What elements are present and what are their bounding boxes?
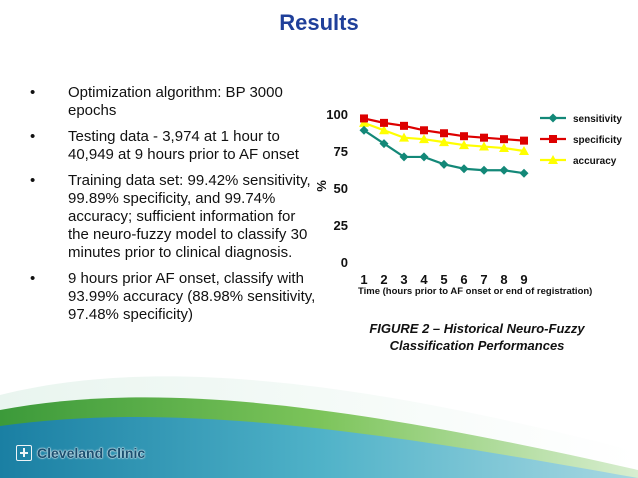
y-tick-label: 0 [341,255,348,270]
data-point-sensitivity [439,159,449,169]
legend-label: specificity [573,135,622,146]
data-point-accuracy [419,134,429,144]
page-title: Results [279,10,359,35]
x-tick-label: 3 [400,272,407,287]
x-tick-label: 1 [360,272,367,287]
data-point-sensitivity [519,168,529,178]
data-point-specificity [480,133,488,142]
bullet-list: Optimization algorithm: BP 3000 epochs T… [30,84,316,332]
y-axis-label: % [314,180,329,192]
data-point-specificity [500,135,508,144]
legend-label: accuracy [573,156,617,167]
data-point-sensitivity [379,139,389,149]
legend-label: sensitivity [573,114,622,125]
bullet-item: 9 hours prior AF onset, classify with 93… [30,270,316,324]
cross-in-square-icon [16,445,32,461]
x-tick-label: 7 [480,272,487,287]
data-point-specificity [460,132,468,141]
x-tick-label: 6 [460,272,467,287]
x-tick-label: 5 [440,272,447,287]
bullet-item: Training data set: 99.42% sensitivity, 9… [30,172,316,262]
data-point-specificity [380,118,388,127]
legend-marker-sensitivity [548,113,558,123]
data-point-specificity [520,136,528,145]
data-point-sensitivity [499,165,509,175]
y-tick-label: 50 [334,181,348,196]
data-point-accuracy [399,132,409,142]
x-tick-label: 8 [500,272,507,287]
logo-text: Cleveland Clinic [37,445,146,461]
data-point-accuracy [379,125,389,135]
x-tick-label: 9 [520,272,527,287]
bullet-item: Testing data - 3,974 at 1 hour to 40,949… [30,128,316,164]
data-point-specificity [420,126,428,135]
figure-caption: FIGURE 2 – Historical Neuro-Fuzzy Classi… [369,321,585,353]
data-point-sensitivity [479,165,489,175]
x-tick-label: 4 [420,272,428,287]
y-tick-label: 75 [334,144,348,159]
bullet-item: Optimization algorithm: BP 3000 epochs [30,84,316,120]
data-point-accuracy [439,137,449,147]
x-tick-label: 2 [380,272,387,287]
data-point-sensitivity [459,164,469,174]
data-point-accuracy [479,141,489,151]
legend-marker-accuracy [548,155,558,164]
data-point-sensitivity [419,152,429,162]
data-point-accuracy [459,140,469,150]
data-point-specificity [400,121,408,130]
y-tick-label: 25 [334,218,348,233]
data-point-specificity [440,129,448,138]
x-axis-label: Time (hours prior to AF onset or end of … [358,286,592,297]
cleveland-clinic-logo: Cleveland Clinic [16,444,145,462]
data-point-specificity [360,114,368,123]
y-tick-label: 100 [326,107,348,122]
data-point-sensitivity [359,125,369,135]
data-point-accuracy [499,143,509,153]
data-point-accuracy [519,146,529,155]
legend-marker-specificity [549,135,557,143]
data-point-sensitivity [399,152,409,162]
